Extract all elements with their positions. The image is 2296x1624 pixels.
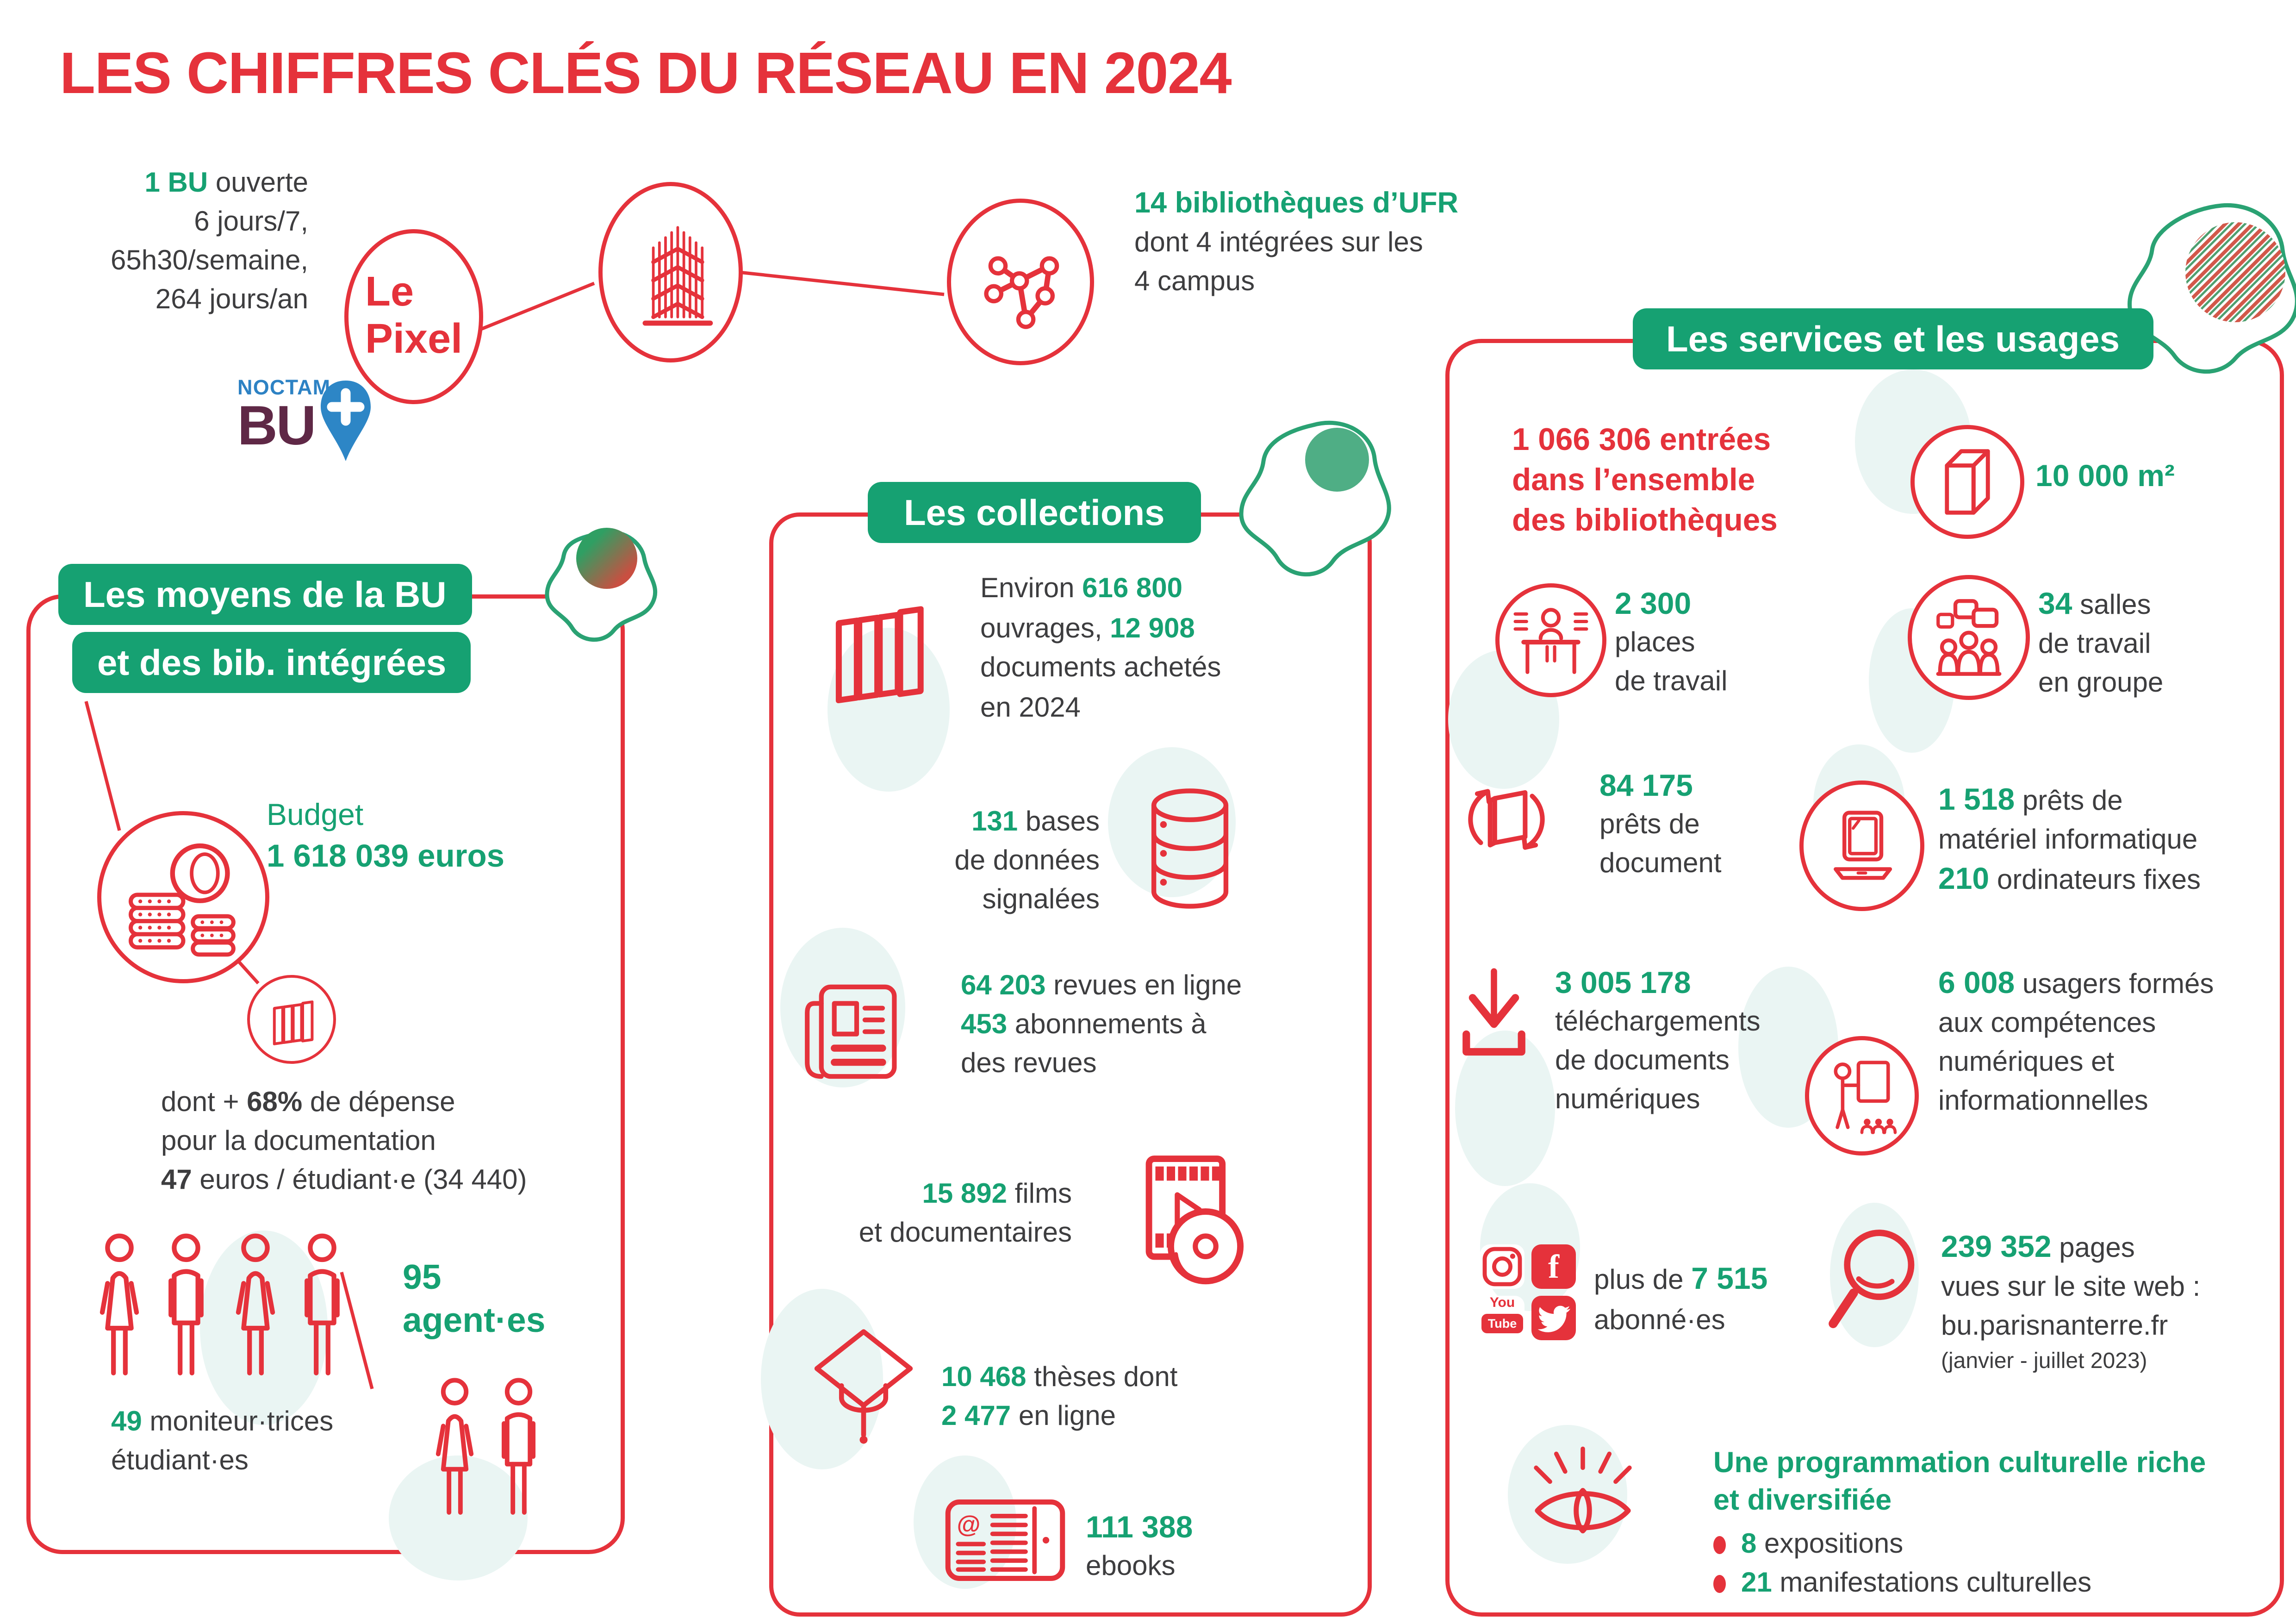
- ufr-libraries: 14 bibliothèques d’UFR dont 4 intégrées …: [1134, 187, 1459, 297]
- download-icon: [1462, 968, 1525, 1056]
- desk-person-circle: [1495, 583, 1606, 697]
- connector-line: [738, 270, 945, 296]
- database-icon: [1151, 788, 1229, 909]
- theses-block: 10 468 thèses dont 2 477 en ligne: [941, 1362, 1178, 1432]
- depense-block: dont + 68% de dépense pour la documentat…: [161, 1087, 527, 1196]
- network-icon: [984, 256, 1059, 329]
- person-woman-icon: [425, 1378, 485, 1528]
- places-block: 2 300 places de travail: [1615, 586, 1728, 697]
- cube-icon: [1945, 449, 1990, 515]
- entrees-block: 1 066 306 entrées dans l’ensemble des bi…: [1512, 422, 1778, 537]
- films-block: 15 892 films et documentaires: [859, 1179, 1072, 1249]
- person-woman-icon: [225, 1233, 286, 1389]
- connector-line: [477, 281, 595, 332]
- card-services: [1445, 339, 2284, 1617]
- svg-text:@: @: [957, 1512, 981, 1538]
- person-man-icon: [156, 1233, 217, 1389]
- header-moyens-line1: Les moyens de la BU: [58, 564, 472, 625]
- group-circle: [1908, 575, 2030, 700]
- books-circle: [247, 975, 336, 1064]
- teal-blob: [828, 628, 950, 792]
- decor-green-circle: [1305, 428, 1369, 492]
- revues-block: 64 203 revues en ligne 453 abonnements à…: [961, 971, 1242, 1079]
- twitter-icon: [1531, 1296, 1576, 1340]
- opening-hours: 1 BU ouverte 6 jours/7, 65h30/semaine, 2…: [111, 168, 308, 315]
- bullet-dot: [1713, 1575, 1726, 1593]
- noctambu-label-top: NOCTAM: [237, 376, 331, 400]
- header-collections: Les collections: [868, 482, 1201, 543]
- budget-block: Budget 1 618 039 euros: [267, 797, 505, 874]
- card-moyens: [26, 594, 625, 1554]
- teal-blob: [914, 1455, 1016, 1589]
- bullet-dot: [1713, 1536, 1726, 1554]
- noctambu-pin-icon: [321, 381, 371, 461]
- moniteurs-block: 49 moniteur·trices étudiant·es: [111, 1407, 334, 1476]
- ereader-icon: @: [945, 1499, 1065, 1581]
- person-woman-icon: [89, 1233, 150, 1389]
- programmation-block: Une programmation culturelle riche et di…: [1713, 1447, 2206, 1599]
- group-icon: [1936, 599, 2002, 676]
- header-services: Les services et les usages: [1633, 308, 2153, 369]
- books-icon: [273, 1000, 314, 1045]
- bases-block: 131 bases de données signalées: [954, 807, 1100, 915]
- ebooks-block: 111 388 ebooks: [1086, 1510, 1193, 1582]
- abonnes-block: plus de 7 515 abonné·es: [1594, 1261, 1768, 1336]
- desk-person-icon: [1513, 608, 1588, 674]
- decor-gradient-circle: [576, 528, 637, 589]
- teal-blob: [1455, 1031, 1555, 1186]
- noctambu-logo: NOCTAM BU: [237, 378, 393, 469]
- siteweb-block: 239 352 pages vues sur le site web : bu.…: [1941, 1229, 2201, 1374]
- instagram-icon: [1480, 1244, 1524, 1289]
- laptop-circle: [1799, 781, 1924, 911]
- person-man-icon: [292, 1233, 353, 1389]
- le-pixel-label: Le Pixel: [365, 269, 463, 362]
- formes-block: 6 008 usagers formés aux compétences num…: [1938, 965, 2214, 1117]
- decor-hatched-circle: [2185, 222, 2285, 322]
- page-title: LES CHIFFRES CLÉS DU RÉSEAU EN 2024: [60, 40, 1232, 106]
- noctambu-label-bu: BU: [237, 396, 316, 457]
- eye-icon: [1534, 1446, 1632, 1534]
- network-circle: [947, 199, 1094, 365]
- le-pixel-circle: Le Pixel: [344, 229, 483, 404]
- graduation-cap-icon: [814, 1329, 913, 1444]
- person-man-icon: [489, 1378, 548, 1528]
- youtube-icon: You Tube: [1480, 1296, 1524, 1340]
- prets-block: 84 175 prêts de document: [1599, 768, 1722, 879]
- salles-block: 34 salles de travail en groupe: [2038, 586, 2164, 699]
- laptop-icon: [1834, 811, 1892, 880]
- film-disc-icon: [1145, 1156, 1244, 1285]
- cube-circle: [1910, 425, 2024, 539]
- magnifier-icon: [1829, 1230, 1915, 1328]
- trainer-circle: [1805, 1036, 1919, 1156]
- materiel-block: 1 518 prêts de matériel informatique 210…: [1938, 782, 2201, 896]
- pixel-building-icon: [642, 226, 713, 326]
- telechargements-block: 3 005 178 téléchargements de documents n…: [1555, 965, 1761, 1115]
- newspaper-icon: [805, 984, 897, 1079]
- facebook-icon: f: [1531, 1244, 1576, 1289]
- agents-count: 95 agent·es: [403, 1258, 546, 1340]
- teal-blob: [1830, 1203, 1919, 1347]
- coins-icon: [128, 843, 236, 957]
- header-moyens-line2: et des bib. intégrées: [72, 632, 472, 693]
- surface-value: 10 000 m²: [2035, 458, 2175, 493]
- ouvrages-block: Environ 616 800 ouvrages, 12 908 documen…: [980, 574, 1221, 723]
- coins-circle: [97, 811, 269, 983]
- books-icon: [835, 606, 924, 704]
- building-circle: [598, 182, 743, 362]
- trainer-icon: [1834, 1061, 1897, 1134]
- book-loan-icon: [1468, 789, 1545, 850]
